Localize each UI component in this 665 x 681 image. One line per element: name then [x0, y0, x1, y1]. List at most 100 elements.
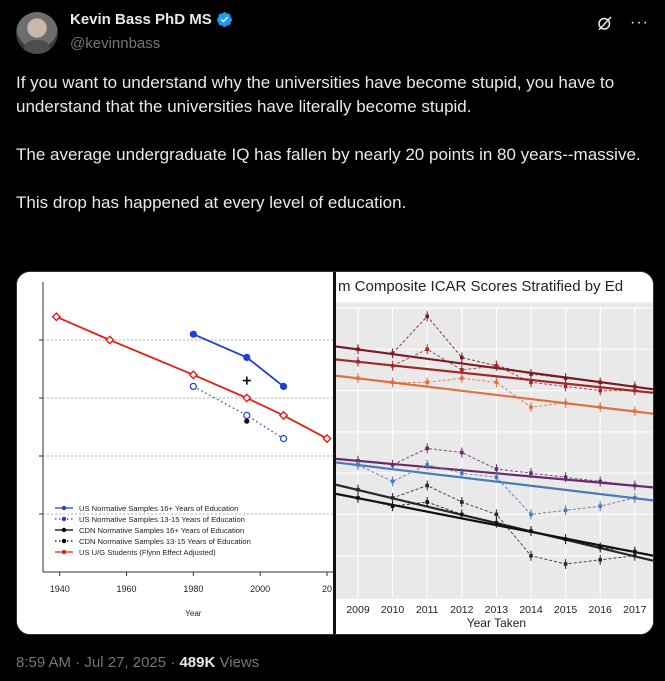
- avatar[interactable]: [16, 12, 58, 54]
- data-point: [390, 351, 395, 356]
- data-point: [563, 562, 568, 566]
- x-axis-label: Year Taken: [467, 616, 526, 630]
- author-name[interactable]: Kevin Bass PhD MS: [70, 11, 212, 28]
- data-point: [529, 380, 533, 385]
- data-point: [529, 372, 533, 376]
- data-point: [425, 500, 429, 504]
- data-point: [494, 380, 499, 385]
- x-tick-label: 2000: [250, 584, 270, 594]
- tweet-media[interactable]: 1940 1960 1980 2000 20 Year US Normative Sampl…: [16, 271, 654, 635]
- data-point: [189, 330, 197, 338]
- data-point: [425, 483, 429, 488]
- x-tick-label: 2010: [381, 604, 405, 616]
- x-tick-label: 2009: [346, 604, 370, 616]
- tweet-header: Kevin Bass PhD MS @kevinnbass ···: [16, 10, 649, 60]
- data-point: [460, 500, 464, 504]
- series-line: [56, 315, 328, 440]
- x-tick-label: 1980: [183, 584, 203, 594]
- data-point: [633, 483, 637, 488]
- grok-icon[interactable]: [596, 14, 614, 32]
- data-point: [390, 504, 395, 508]
- legend-label: US Normative Samples 16+ Years of Educat…: [79, 504, 238, 513]
- data-point: [563, 384, 568, 389]
- data-point: [598, 504, 602, 508]
- views-label: Views: [219, 654, 260, 671]
- data-point: [494, 475, 499, 480]
- data-point: [425, 347, 429, 352]
- data-point: [243, 353, 251, 362]
- legend-label: US U/G Students (Flynn Effect Adjusted): [79, 548, 216, 557]
- data-point: [598, 380, 602, 385]
- data-point: [563, 401, 568, 405]
- data-point: [390, 496, 395, 500]
- data-point: [563, 508, 568, 513]
- tweet-paragraph: The average undergraduate IQ has fallen …: [16, 145, 641, 164]
- data-point: [425, 314, 429, 319]
- x-axis-bg: [336, 599, 653, 634]
- data-point: [356, 347, 360, 352]
- author-handle[interactable]: @kevinnbass: [70, 35, 161, 52]
- data-point: [563, 475, 568, 480]
- verified-badge-icon: [216, 12, 232, 27]
- chart-left: 1940 1960 1980 2000 20 Year US Normative Sampl…: [39, 282, 333, 618]
- x-tick-label: 2015: [554, 604, 578, 616]
- data-point: [356, 496, 360, 500]
- data-point: [563, 376, 568, 380]
- data-point: [633, 549, 637, 554]
- data-point: [105, 335, 115, 345]
- data-point: [278, 410, 289, 421]
- title-bg: [336, 272, 653, 302]
- legend-marker: [61, 505, 67, 511]
- data-point: [425, 380, 429, 385]
- data-point: [494, 520, 499, 525]
- data-point: [633, 496, 637, 500]
- data-point: [598, 405, 602, 409]
- data-point: [188, 370, 199, 380]
- data-point: [529, 529, 533, 533]
- data-point: [494, 364, 499, 368]
- data-point: [242, 376, 251, 385]
- data-point: [356, 376, 360, 380]
- x-tick-label: 1940: [50, 584, 70, 594]
- data-point: [529, 512, 533, 517]
- data-point: [242, 393, 252, 403]
- x-tick-label: 2011: [416, 604, 439, 616]
- header-actions: ···: [596, 14, 649, 32]
- data-point: [279, 382, 288, 391]
- data-point: [425, 446, 429, 451]
- tweet-footer: 8:59 AM · Jul 27, 2025 · 489K Views: [16, 654, 259, 671]
- chart-right: m Composite ICAR Scores Stratified by Ed…: [335, 272, 653, 634]
- x-tick-label: 2016: [589, 604, 613, 616]
- x-axis-label: Year: [185, 609, 202, 618]
- tweet-date[interactable]: Jul 27, 2025: [84, 654, 167, 671]
- data-point: [598, 558, 602, 562]
- series-line: [357, 377, 635, 412]
- data-point: [390, 479, 395, 484]
- tweet-time[interactable]: 8:59 AM: [16, 654, 72, 671]
- more-options-icon[interactable]: ···: [630, 14, 649, 31]
- data-point: [494, 512, 499, 517]
- data-point: [243, 411, 251, 419]
- x-tick-label: 2017: [623, 604, 647, 616]
- data-point: [356, 359, 360, 364]
- separator: ·: [170, 654, 176, 671]
- x-tick-label: 1960: [117, 584, 137, 594]
- plot-bg: [336, 304, 653, 597]
- author-name-row[interactable]: Kevin Bass PhD MS: [70, 11, 233, 28]
- data-point: [460, 471, 464, 475]
- view-count: 489K: [179, 654, 216, 671]
- data-point: [390, 463, 395, 467]
- series-line: [357, 348, 635, 392]
- x-tick-label: 20: [322, 584, 332, 594]
- chart-title: m Composite ICAR Scores Stratified by Ed: [338, 278, 623, 295]
- x-tick-label: 2014: [519, 604, 543, 616]
- data-point: [244, 418, 250, 424]
- data-point: [390, 380, 395, 385]
- data-point: [356, 463, 360, 467]
- data-point: [390, 364, 395, 368]
- chart-right-panel: m Composite ICAR Scores Stratified by Ed…: [335, 272, 653, 634]
- data-point: [598, 388, 602, 393]
- data-point: [425, 463, 429, 467]
- data-point: [529, 471, 533, 475]
- data-point: [494, 467, 499, 471]
